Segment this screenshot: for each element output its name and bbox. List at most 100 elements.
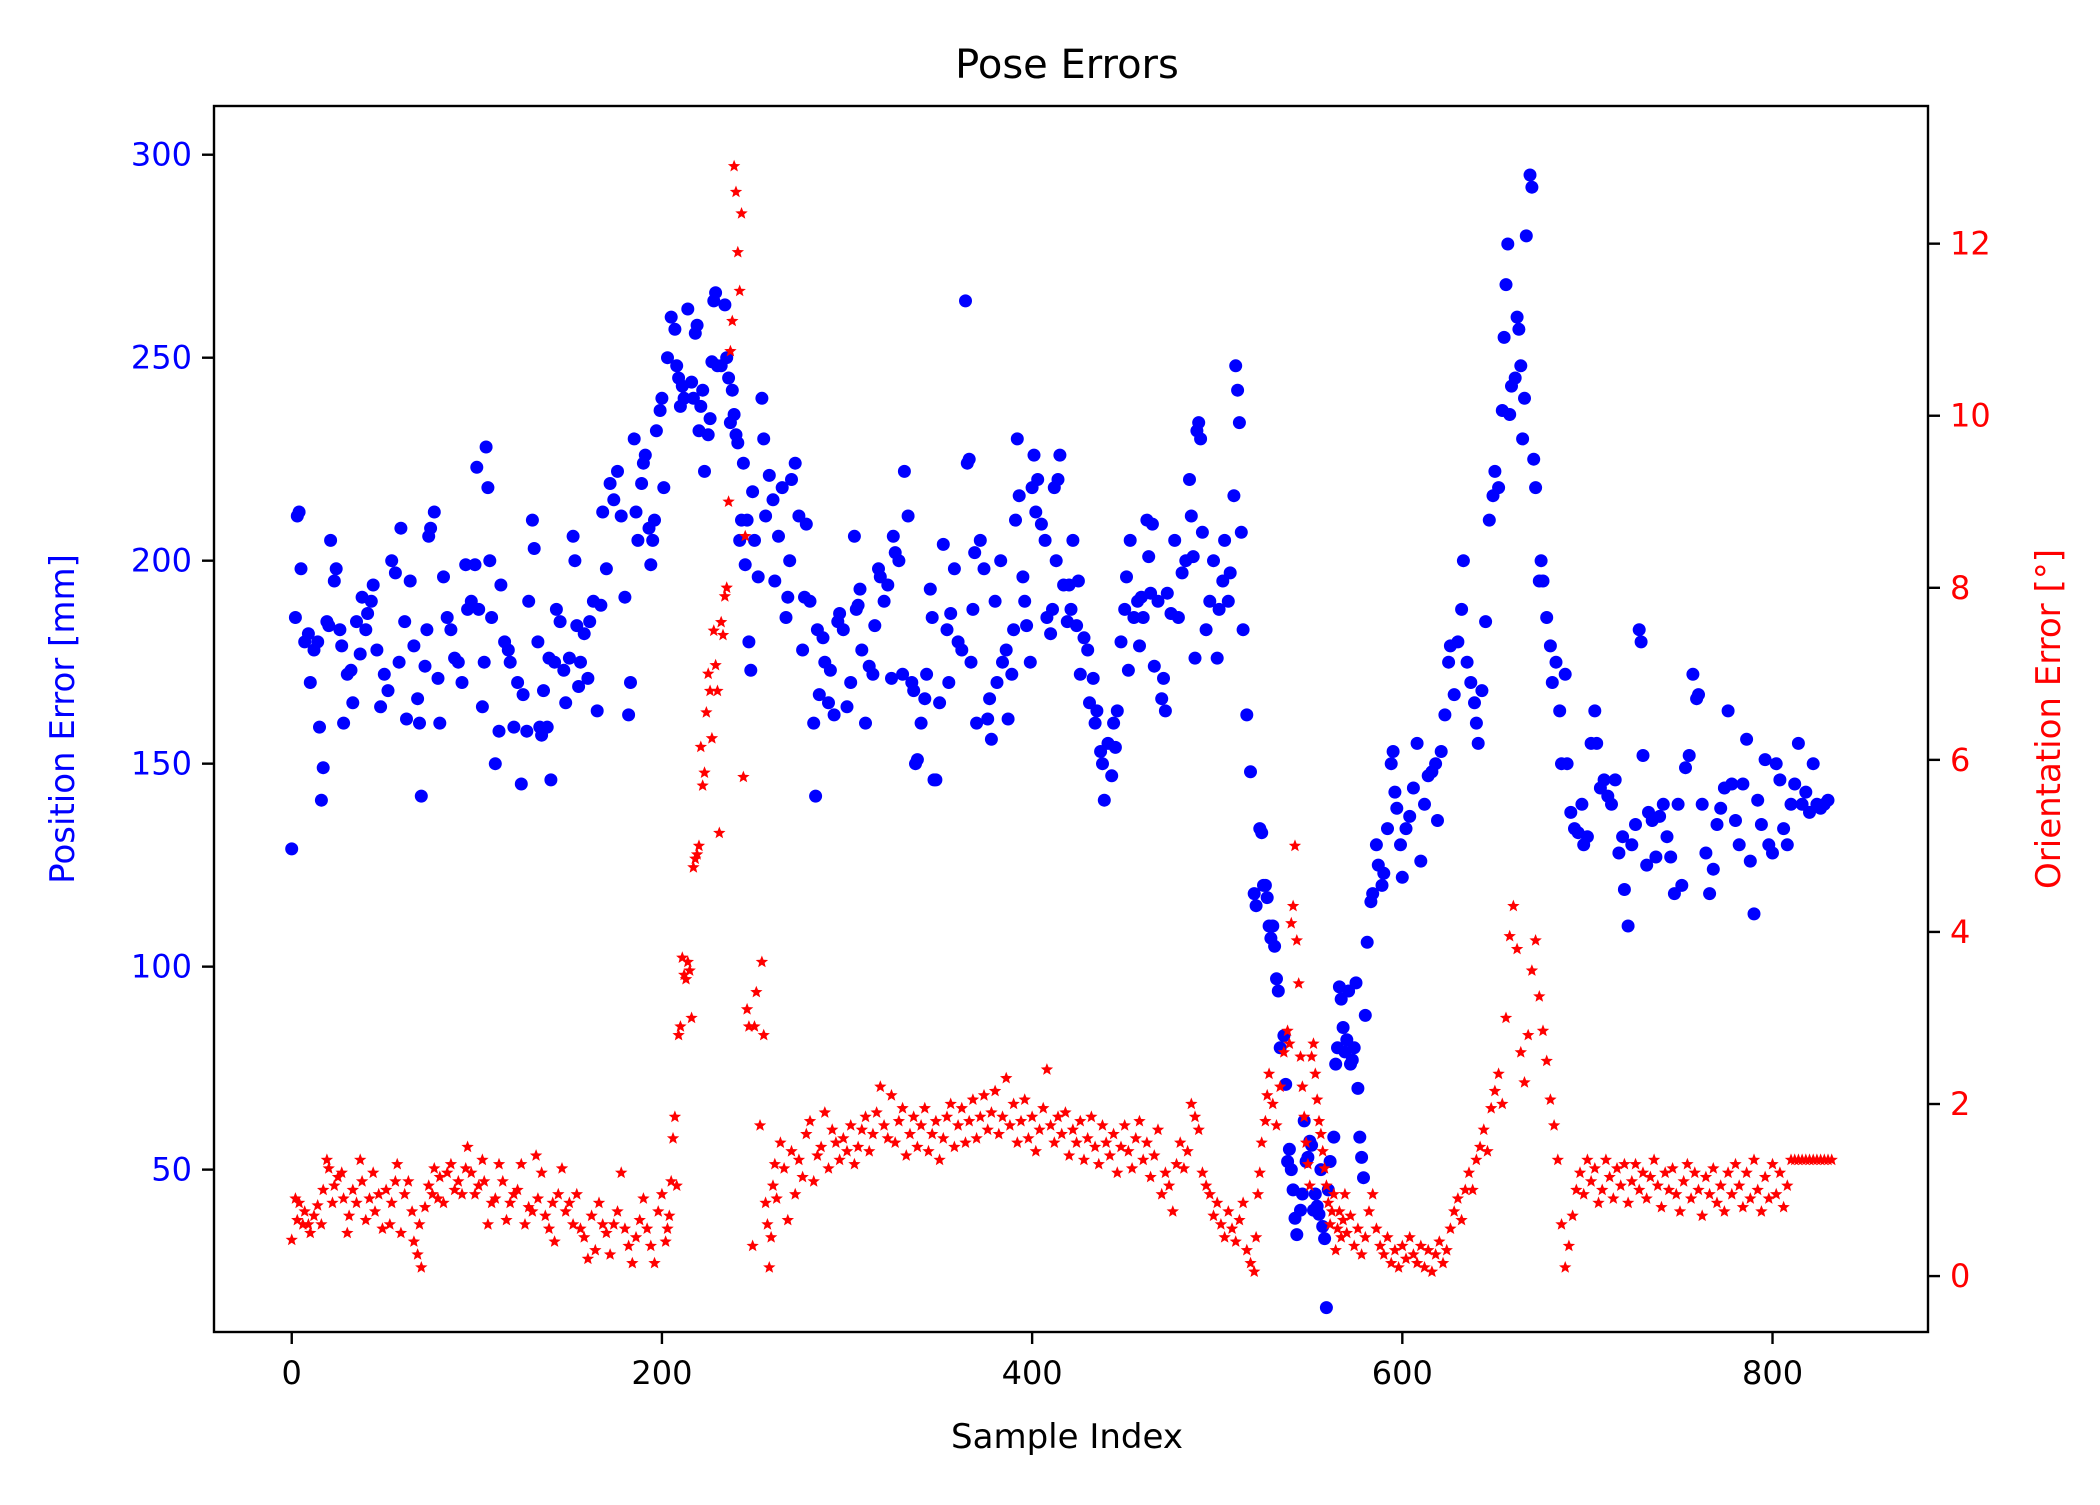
position-error-point (431, 671, 445, 685)
orientation-error-point (1536, 1024, 1550, 1037)
orientation-error-point (592, 1196, 606, 1209)
position-error-point (1564, 805, 1578, 819)
position-error-point (516, 688, 530, 702)
orientation-error-point (1640, 1192, 1653, 1204)
position-error-point (816, 631, 830, 645)
orientation-error-point (1129, 1131, 1142, 1144)
position-error-point (709, 286, 723, 300)
position-error-point (1560, 757, 1574, 771)
orientation-error-point (376, 1222, 389, 1234)
orientation-error-point (1259, 1114, 1272, 1127)
position-error-point (1514, 359, 1528, 373)
orientation-error-point (1633, 1183, 1646, 1196)
orientation-error-point (768, 1157, 781, 1170)
position-error-point (285, 842, 299, 856)
position-error-point (1612, 846, 1626, 860)
orientation-error-point (1662, 1183, 1675, 1196)
orientation-error-point (485, 1196, 498, 1209)
position-error-point (877, 594, 891, 608)
position-error-point (433, 716, 447, 730)
orientation-error-point (492, 1157, 506, 1170)
position-error-point (624, 676, 637, 689)
orientation-error-point (1777, 1200, 1790, 1213)
position-error-point (1660, 830, 1674, 844)
position-error-point (1784, 797, 1798, 811)
orientation-error-point (1303, 1179, 1316, 1191)
orientation-error-point (1573, 1166, 1587, 1179)
orientation-error-point (703, 684, 717, 697)
orientation-error-point (761, 1218, 774, 1230)
position-error-point (511, 676, 525, 689)
orientation-error-point (555, 1162, 569, 1174)
orientation-error-point (581, 1252, 595, 1265)
orientation-error-point (1477, 1123, 1490, 1136)
position-error-point (1632, 623, 1646, 637)
orientation-error-point (546, 1196, 559, 1209)
orientation-error-point (452, 1174, 465, 1187)
position-error-point (594, 598, 608, 612)
orientation-error-point (615, 1166, 628, 1179)
position-error-point (1357, 1171, 1370, 1185)
orientation-error-point (1592, 1196, 1605, 1209)
orientation-error-points (285, 159, 1838, 1277)
position-error-point (1155, 692, 1169, 706)
position-error-point (973, 533, 987, 547)
orientation-error-point (293, 1196, 306, 1209)
position-error-point (1455, 602, 1469, 616)
orientation-error-point (974, 1110, 987, 1123)
position-error-point (437, 570, 450, 584)
orientation-error-point (1305, 1050, 1318, 1062)
orientation-error-point (665, 1174, 678, 1187)
orientation-error-point (848, 1157, 861, 1170)
orientation-error-point (733, 284, 746, 297)
position-error-point (1234, 525, 1248, 539)
position-error-point (1431, 814, 1444, 827)
orientation-error-point (933, 1153, 946, 1166)
orientation-error-point (881, 1131, 894, 1144)
position-error-point (1758, 753, 1772, 767)
orientation-error-point (668, 1110, 682, 1123)
position-error-point (1327, 1130, 1341, 1144)
orientation-error-point (1270, 1119, 1283, 1131)
orientation-error-point (337, 1192, 350, 1204)
orientation-error-point (1324, 1218, 1337, 1230)
orientation-error-point (694, 740, 707, 753)
orientation-error-point (389, 1174, 402, 1187)
orientation-error-point (985, 1106, 998, 1118)
position-error-point (1086, 671, 1100, 685)
orientation-error-point (1000, 1071, 1013, 1084)
position-error-point (859, 716, 872, 730)
orientation-error-point (1320, 1179, 1333, 1191)
position-error-point (1203, 594, 1217, 608)
orientation-error-point (326, 1196, 339, 1209)
position-error-point (914, 716, 928, 730)
position-error-point (1625, 838, 1639, 852)
orientation-error-point (500, 1213, 513, 1226)
position-error-point (1508, 371, 1522, 385)
position-error-point (1199, 623, 1213, 637)
position-error-point (1221, 594, 1235, 608)
position-error-point (1414, 854, 1428, 868)
position-error-point (1231, 383, 1245, 397)
position-error-point (1088, 716, 1102, 730)
orientation-error-point (1088, 1140, 1102, 1153)
orientation-error-point (367, 1166, 380, 1179)
orientation-error-point (1290, 934, 1303, 946)
orientation-error-point (1555, 1218, 1568, 1230)
position-error-point (520, 724, 534, 738)
orientation-error-point (626, 1256, 639, 1269)
position-error-point (1543, 639, 1557, 653)
position-error-point (1369, 838, 1383, 852)
position-error-point (537, 684, 550, 698)
position-error-point (492, 724, 506, 738)
position-error-point (1725, 777, 1739, 791)
y-left-tick-label: 250 (131, 339, 192, 377)
orientation-error-point (535, 1166, 548, 1179)
orientation-error-point (1025, 1110, 1039, 1123)
position-error-point (1133, 639, 1146, 653)
position-error-point (966, 602, 980, 616)
orientation-error-point (1755, 1205, 1768, 1217)
orientation-error-point (559, 1205, 572, 1217)
position-error-point (1227, 489, 1241, 503)
orientation-error-point (1388, 1243, 1402, 1256)
